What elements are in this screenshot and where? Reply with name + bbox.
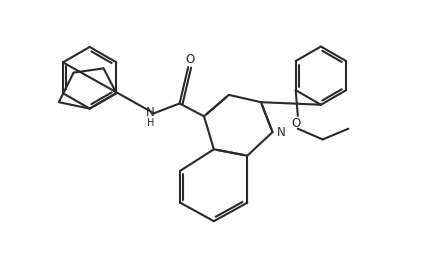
Text: N: N xyxy=(146,106,155,119)
Text: H: H xyxy=(147,118,154,128)
Text: N: N xyxy=(277,126,286,139)
Text: O: O xyxy=(186,53,195,66)
Text: O: O xyxy=(292,117,301,130)
